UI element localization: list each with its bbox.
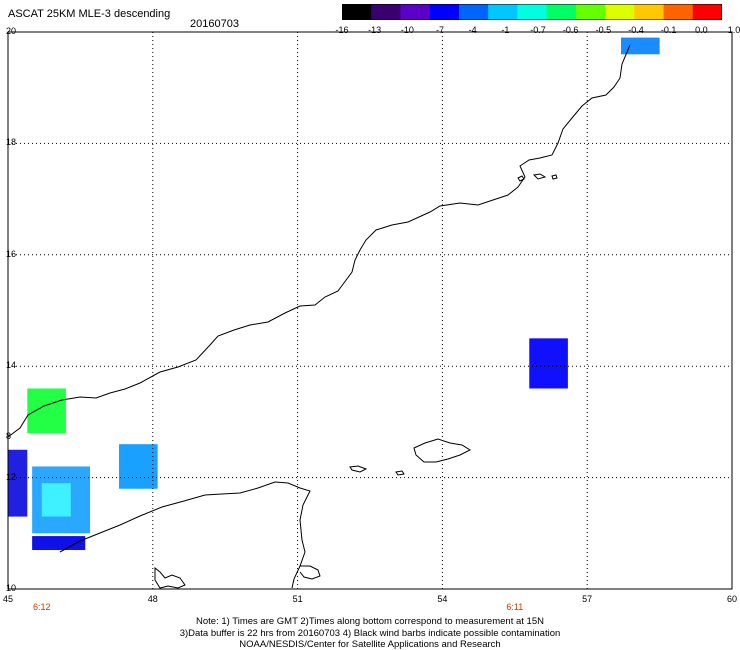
colorbar-swatch [663, 4, 694, 20]
colorbar-swatch [488, 4, 518, 20]
time-label: 6:12 [33, 602, 51, 612]
longitude-label: 60 [726, 594, 738, 604]
island-socotra [413, 438, 472, 463]
islet-3 [517, 175, 525, 182]
wind-data-cell [8, 449, 28, 517]
wind-data-cell [32, 536, 86, 551]
latitude-label: 16 [6, 248, 17, 259]
note-line-2: 3)Data buffer is 22 hrs from 20160703 4)… [179, 628, 561, 639]
colorbar-label: -0.6 [562, 25, 579, 35]
colorbar-swatch [429, 4, 460, 20]
latitude-label: 12 [6, 471, 17, 482]
coastline-bottom-islands [154, 566, 186, 589]
wind-data-cell [529, 338, 568, 389]
wind-data-cell [41, 483, 71, 517]
longitude-label: 51 [292, 594, 303, 604]
extra-latitude-label: 8 [6, 431, 12, 441]
colorbar-label: -0.1 [660, 25, 677, 35]
longitude-label: 45 [2, 594, 14, 604]
note-line-3: NOAA/NESDIS/Center for Satellite Applica… [239, 639, 501, 650]
latitude-label: 20 [6, 26, 17, 36]
colorbar-swatch [458, 4, 489, 20]
longitude-label: 54 [437, 594, 448, 604]
colorbar-swatch [605, 4, 635, 20]
longitude-label: 48 [147, 594, 158, 604]
data-cells [8, 37, 660, 551]
islet-5 [551, 174, 558, 180]
islet-1 [349, 465, 368, 473]
latitude-label: 14 [6, 360, 17, 371]
wind-data-cell [27, 388, 66, 434]
colorbar [342, 4, 722, 20]
colorbar-swatch [634, 4, 665, 20]
colorbar-label: -1 [501, 25, 510, 35]
note-line-1: Note: 1) Times are GMT 2)Times along bot… [196, 616, 544, 627]
latitude-label: 18 [6, 137, 17, 148]
latitude-label: 10 [6, 583, 17, 593]
colorbar-swatch [371, 4, 401, 20]
colorbar-label: -0.5 [595, 25, 612, 35]
coastline-arabia [7, 44, 631, 438]
islet-2 [395, 470, 405, 476]
colorbar-swatch [546, 4, 577, 20]
colorbar-swatch [517, 4, 548, 20]
colorbar-swatch [342, 4, 372, 20]
colorbar-swatch [400, 4, 431, 20]
colorbar-label: -4 [468, 25, 477, 35]
colorbar-label: -13 [368, 25, 382, 35]
colorbar-label: 0.0 [695, 25, 708, 35]
colorbar-label: -0.7 [530, 25, 546, 35]
coastline-africa [59, 481, 311, 589]
colorbar-label: -0.4 [628, 25, 644, 35]
wind-data-cell [119, 444, 158, 489]
colorbar-label: 1.0 [727, 25, 740, 35]
colorbar-labels: -16 -13 -10 -7 -4 -1 -0.7 -0.6 -0.5 -0.4 -0.1 0.0 1.… [330, 25, 740, 37]
product-date: 20160703 [190, 18, 239, 30]
colorbar-swatch [575, 4, 606, 20]
islet-4 [532, 173, 547, 180]
colorbar-label: -10 [400, 25, 414, 35]
lat-lon-grid [8, 32, 732, 589]
product-title: ASCAT 25KM MLE-3 descending [8, 8, 171, 20]
time-label: 6:11 [506, 602, 524, 612]
colorbar-swatch [692, 4, 722, 20]
coastline-horn [299, 565, 321, 580]
longitude-label: 57 [582, 594, 593, 604]
colorbar-label: -16 [335, 25, 349, 35]
colorbar-label: -7 [435, 25, 445, 35]
wind-data-cell [620, 37, 660, 55]
map-frame [7, 31, 733, 590]
